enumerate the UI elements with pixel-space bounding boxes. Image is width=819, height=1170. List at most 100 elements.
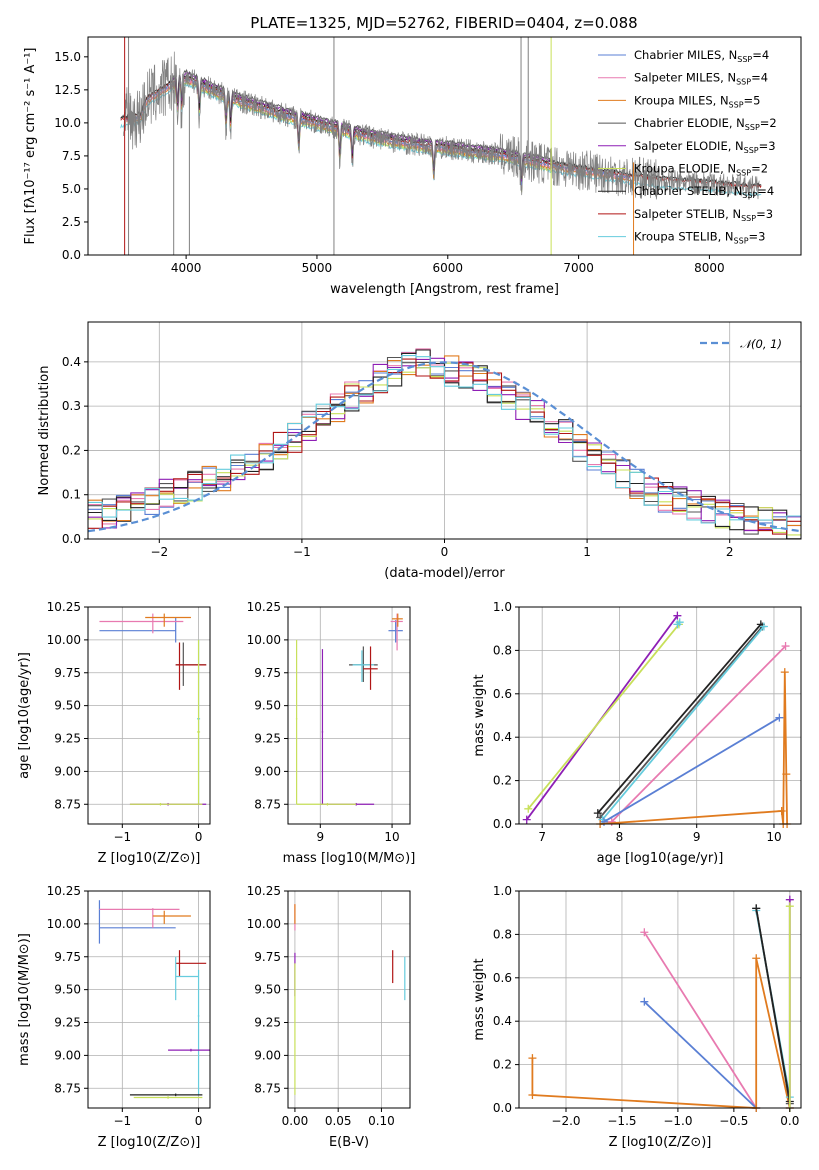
age-vs-mass-ytick-label: 9.50 (254, 699, 281, 713)
weight-vs-z-ytick-label: 0.8 (493, 927, 512, 941)
mass-vs-ebv-ytick-label: 10.25 (247, 884, 281, 898)
mass-vs-ebv-points (294, 904, 406, 1095)
legend-entry: Salpeter STELIB, NSSP=3 (634, 207, 773, 223)
weight-vs-z-xtick-label: −0.5 (719, 1114, 748, 1128)
spectrum-ytick-label: 2.5 (62, 215, 81, 229)
age-vs-mass-frame (287, 606, 411, 825)
weight-marker (528, 1054, 537, 1063)
weight-vs-z-ytick-label: 0.4 (493, 1014, 512, 1028)
weight-vs-z-xtick-label: −2.0 (551, 1114, 580, 1128)
weight-vs-z-xlabel: Z [log10(Z/Z⊙)] (609, 1135, 712, 1150)
spectrum-plot-area (120, 37, 762, 255)
mass-vs-ebv-xtick-label: 0.05 (325, 1114, 352, 1128)
residuals-xtick-label: −1 (293, 545, 311, 559)
age-vs-mass-ytick-label: 9.75 (254, 666, 281, 680)
weight-vs-age-series (522, 611, 792, 828)
weight-vs-z-xtick-label: 0.0 (780, 1114, 799, 1128)
legend-entry: Kroupa ELODIE, NSSP=2 (634, 162, 768, 178)
mass-vs-ebv-xtick-label: 0.00 (282, 1114, 309, 1128)
legend-label: Kroupa ELODIE, N (634, 162, 736, 176)
weight-marker (780, 668, 789, 677)
mass-vs-ebv-ytick-label: 10.00 (247, 917, 281, 931)
mass-vs-z-frame (87, 890, 211, 1109)
age-vs-z-ytick-label: 9.75 (54, 666, 81, 680)
spectrum-axes: 4000 5000 6000 7000 8000 0.0 2.5 5.0 7.5 10.0 12.5… (23, 36, 802, 297)
residuals-ytick-label: 0.1 (62, 488, 81, 502)
age-vs-mass-points (295, 613, 403, 806)
spectrum-ytick-label: 15.0 (54, 50, 81, 64)
legend-entry: Kroupa STELIB, NSSP=3 (634, 230, 765, 246)
legend-sub: SSP (737, 55, 752, 64)
age-vs-z-xtick-label: 0 (195, 830, 203, 844)
age-vs-mass-panel (288, 606, 410, 824)
weight-vs-age-ytick-label: 0.8 (493, 643, 512, 657)
spectrum-xlabel: wavelength [Angstrom, rest frame] (330, 282, 559, 297)
weight-line-kroupa-stelib (601, 625, 765, 821)
weight-vs-z-xtick-label: −1.5 (607, 1114, 636, 1128)
mass-vs-ebv-ytick-label: 9.75 (254, 950, 281, 964)
legend-entry: Kroupa MILES, NSSP=5 (634, 93, 760, 109)
residuals-axes: −2 −1 0 1 2 0.0 0.1 0.2 0.3 0.4 (data-model)/error… (37, 321, 802, 581)
spectrum-ytick-label: 10.0 (54, 116, 81, 130)
weight-marker (775, 713, 784, 722)
residuals-ylabel: Normed distribution (37, 366, 52, 496)
legend-label: Salpeter STELIB, N (634, 207, 741, 221)
age-vs-z-xtick-label: −1 (113, 830, 131, 844)
weight-marker (640, 997, 649, 1006)
mass-vs-z-xlabel: Z [log10(Z/Z⊙)] (98, 1135, 201, 1150)
mass-vs-z-ytick-label: 8.75 (54, 1081, 81, 1095)
spectrum-frame (87, 36, 802, 256)
mass-vs-ebv-ytick-label: 9.50 (254, 983, 281, 997)
weight-marker (522, 815, 531, 824)
legend-tail: =3 (756, 207, 773, 221)
residuals-xtick-label: 0 (441, 545, 449, 559)
weight-vs-age-ylabel: mass weight (472, 674, 487, 756)
weight-vs-age-xtick-label: 7 (538, 830, 546, 844)
weight-vs-age-xlabel: age [log10(age/yr)] (597, 851, 724, 866)
spectrum-ytick-label: 12.5 (54, 83, 81, 97)
legend-tail: =5 (744, 93, 761, 107)
age-vs-mass-ytick-label: 9.25 (254, 732, 281, 746)
mass-vs-z-points (98, 900, 210, 1099)
residuals-xlabel: (data-model)/error (384, 566, 505, 581)
spectrum-title: PLATE=1325, MJD=52762, FIBERID=0404, z=0… (250, 14, 637, 32)
legend-sub: SSP (736, 169, 751, 178)
weight-marker (752, 904, 761, 913)
mass-vs-z-ylabel: mass [log10(M/M⊙)] (17, 933, 32, 1066)
mass-vs-z-ytick-label: 9.00 (54, 1048, 81, 1062)
residuals-xtick-label: 2 (726, 545, 734, 559)
weight-vs-age-frame (518, 606, 802, 825)
residuals-ytick-label: 0.3 (62, 399, 81, 413)
weight-marker (675, 618, 684, 627)
weight-line-chabrier-miles (643, 1001, 757, 1109)
age-vs-mass-xlabel: mass [log10(M/M⊙)] (283, 851, 416, 866)
age-vs-z-points (99, 613, 207, 806)
mass-vs-ebv-frame (287, 890, 411, 1109)
weight-vs-z-frame (518, 890, 802, 1109)
age-vs-mass-xtick-label: 9 (316, 830, 324, 844)
spectrum-panel (120, 37, 762, 255)
legend-sub: SSP (734, 237, 749, 246)
mass-vs-ebv-ytick-label: 9.25 (254, 1016, 281, 1030)
residuals-ytick-label: 0.0 (62, 532, 81, 546)
weight-line-chabrier-stelib (597, 623, 762, 814)
legend-label: Chabrier ELODIE, N (634, 116, 745, 130)
legend-label: Chabrier MILES, N (634, 48, 737, 62)
weight-vs-z-ytick-label: 0.2 (493, 1058, 512, 1072)
age-vs-z-ytick-label: 9.00 (54, 764, 81, 778)
weight-marker (640, 928, 649, 937)
mass-vs-ebv-ytick-label: 8.75 (254, 1081, 281, 1095)
spectrum-xtick-label: 8000 (694, 261, 725, 275)
mass-vs-z-ytick-label: 9.25 (54, 1016, 81, 1030)
age-vs-z-xlabel: Z [log10(Z/Z⊙)] (98, 851, 201, 866)
residuals-ytick-label: 0.4 (62, 355, 81, 369)
legend-entry: Salpeter ELODIE, NSSP=3 (634, 139, 776, 155)
age-vs-z-panel (88, 606, 210, 824)
mass-vs-z-ytick-label: 10.25 (47, 884, 81, 898)
legend-tail: =4 (752, 48, 769, 62)
weight-vs-age-ytick-label: 0.2 (493, 774, 512, 788)
weight-vs-age-xtick-label: 8 (616, 830, 624, 844)
weight-vs-age-axes: 7 8 9 10 0.0 0.2 0.4 0.6 0.8 1.0 age [log10(age/yr… (472, 600, 802, 866)
spectrum-ytick-label: 7.5 (62, 149, 81, 163)
